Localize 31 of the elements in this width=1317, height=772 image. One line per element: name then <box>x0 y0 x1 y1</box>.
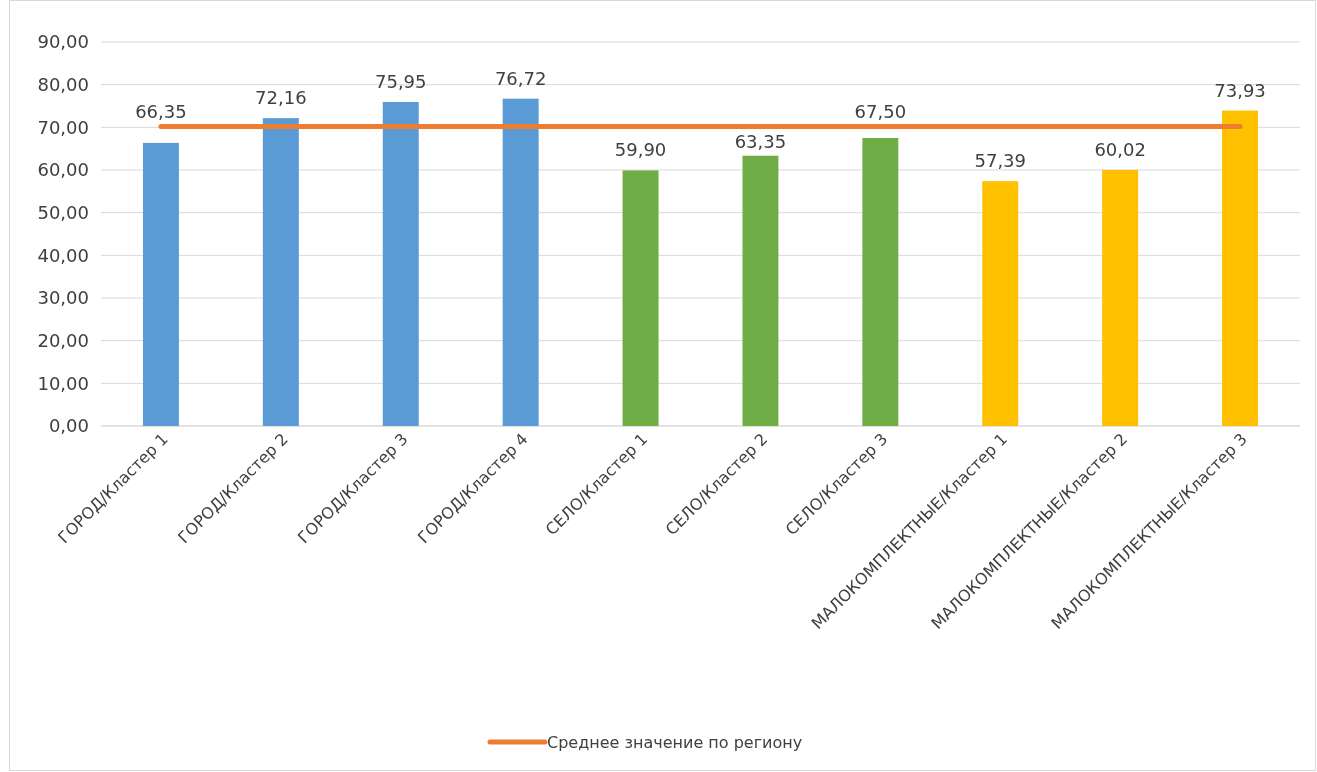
y-tick-label: 20,00 <box>37 329 89 351</box>
data-label: 57,39 <box>974 150 1027 172</box>
data-label: 67,50 <box>854 101 907 123</box>
bar <box>1222 110 1259 426</box>
data-label: 75,95 <box>374 70 427 92</box>
data-label: 73,93 <box>1214 79 1266 101</box>
bar <box>502 98 539 426</box>
bar <box>622 170 659 426</box>
y-tick-label: 30,00 <box>37 287 89 309</box>
y-tick-label: 50,00 <box>37 201 89 223</box>
data-label: 60,02 <box>1094 138 1146 160</box>
y-tick-label: 0,00 <box>48 415 89 437</box>
bar <box>982 181 1019 426</box>
bar <box>742 155 779 426</box>
data-label: 63,35 <box>734 131 787 153</box>
bar <box>262 118 299 426</box>
y-tick-label: 40,00 <box>37 244 89 266</box>
data-label: 72,16 <box>255 87 307 109</box>
bar <box>1102 169 1139 426</box>
legend-label: Среднее значение по региону <box>547 733 803 752</box>
data-label: 59,90 <box>614 139 667 161</box>
y-tick-label: 10,00 <box>37 372 89 394</box>
data-label: 76,72 <box>494 67 547 89</box>
y-tick-label: 80,00 <box>37 73 89 95</box>
bar <box>142 142 179 426</box>
y-tick-label: 90,00 <box>37 31 89 53</box>
bar <box>862 138 899 426</box>
bar <box>382 101 419 426</box>
y-tick-label: 70,00 <box>37 116 89 138</box>
y-tick-label: 60,00 <box>37 159 89 181</box>
data-label: 66,35 <box>135 101 187 123</box>
